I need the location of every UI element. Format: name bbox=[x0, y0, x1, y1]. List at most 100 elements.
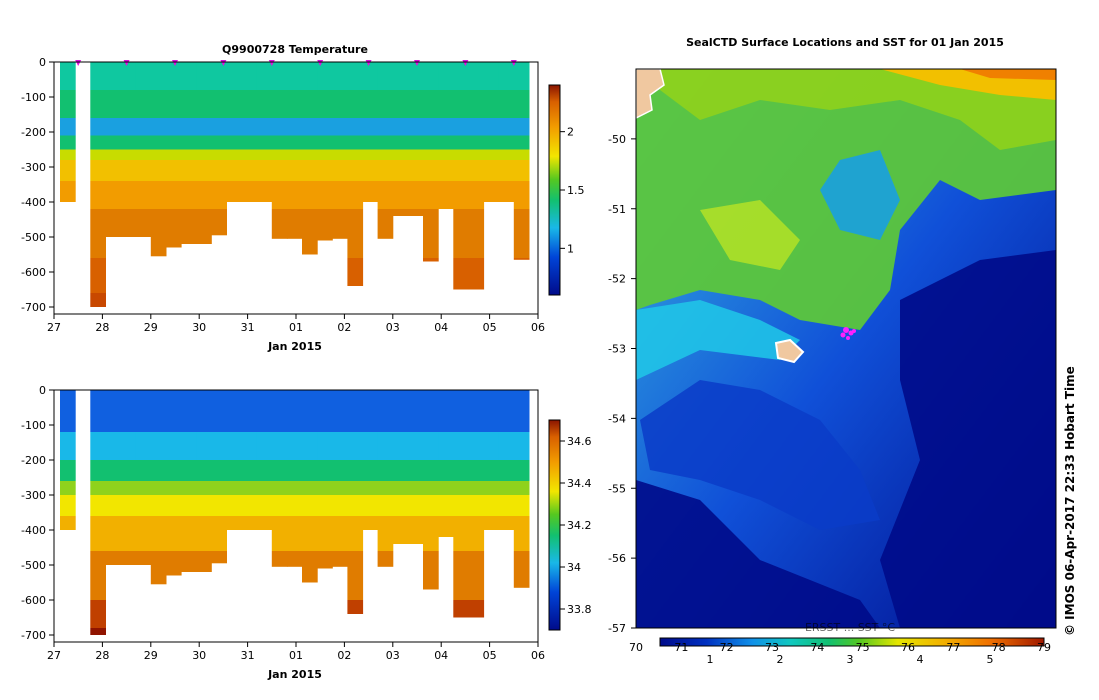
profile-cell bbox=[392, 181, 409, 209]
profile-cell bbox=[513, 90, 530, 118]
profile-cell bbox=[377, 390, 394, 432]
profile-cell bbox=[150, 181, 167, 209]
profile-cell bbox=[196, 481, 212, 495]
profile-cell bbox=[483, 90, 500, 118]
profile-cell bbox=[60, 149, 76, 160]
profile-cell bbox=[211, 432, 227, 460]
profile-cell bbox=[392, 432, 409, 460]
profile-cell bbox=[105, 460, 122, 481]
profile-cell bbox=[302, 149, 318, 160]
profile-cell bbox=[241, 460, 258, 481]
sst-colorbar-top-tick-label: 73 bbox=[765, 641, 779, 654]
profile-cell bbox=[468, 160, 485, 181]
profile-cell bbox=[407, 181, 424, 209]
profile-cell bbox=[423, 149, 439, 160]
profile-cell bbox=[483, 390, 500, 432]
profile-cell bbox=[286, 516, 303, 551]
profile-cell bbox=[211, 90, 227, 118]
profile-cell bbox=[135, 390, 152, 432]
profile-cell bbox=[165, 181, 182, 209]
profile-cell bbox=[423, 181, 439, 209]
profile-cell bbox=[317, 390, 333, 432]
profile-cell bbox=[120, 390, 137, 432]
profile-cell bbox=[256, 516, 273, 530]
profile-cell bbox=[362, 135, 379, 150]
profile-cell bbox=[483, 495, 500, 516]
profile-cell bbox=[362, 516, 379, 530]
profile-cell bbox=[453, 390, 469, 432]
profile-cell bbox=[90, 62, 106, 90]
profile-cell bbox=[256, 460, 273, 481]
profile-cell bbox=[468, 460, 485, 481]
profile-cell bbox=[498, 516, 515, 530]
profile-cell bbox=[226, 495, 243, 516]
x-tick-label: 02 bbox=[337, 321, 351, 334]
profile-cell bbox=[392, 135, 409, 150]
profile-cell bbox=[120, 118, 137, 136]
profile-cell bbox=[150, 516, 167, 551]
profile-cell bbox=[302, 460, 318, 481]
profile-cell bbox=[135, 118, 152, 136]
profile-cell bbox=[362, 432, 379, 460]
profile-cell bbox=[483, 160, 500, 181]
profile-cell bbox=[196, 181, 212, 209]
profile-cell bbox=[105, 90, 122, 118]
profile-cell bbox=[407, 390, 424, 432]
profile-cell bbox=[513, 160, 530, 181]
profile-cell bbox=[241, 149, 258, 160]
profile-cell bbox=[513, 495, 530, 516]
profile-cell bbox=[438, 181, 454, 209]
profile-cell bbox=[453, 481, 469, 495]
sst-colorbar-top-tick-label: 78 bbox=[992, 641, 1006, 654]
profile-cell bbox=[377, 432, 394, 460]
profile-cell bbox=[60, 160, 76, 181]
profile-cell bbox=[211, 495, 227, 516]
lat-tick-label: -54 bbox=[608, 412, 626, 425]
profile-cell bbox=[90, 118, 106, 136]
profile-cell bbox=[332, 90, 348, 118]
profile-cell bbox=[150, 432, 167, 460]
profile-cell bbox=[286, 551, 303, 567]
profile-cell bbox=[392, 209, 409, 216]
lat-tick-label: -52 bbox=[608, 273, 626, 286]
profile-cell bbox=[135, 181, 152, 209]
profile-cell bbox=[362, 460, 379, 481]
profile-cell bbox=[241, 516, 258, 530]
profile-cell bbox=[513, 209, 530, 258]
profile-cell bbox=[196, 495, 212, 516]
lat-tick-label: -56 bbox=[608, 552, 626, 565]
profile-cell bbox=[120, 209, 137, 237]
profile-cell bbox=[453, 149, 469, 160]
profile-cell bbox=[317, 495, 333, 516]
profile-cell bbox=[483, 460, 500, 481]
profile-cell bbox=[211, 209, 227, 236]
profile-cell bbox=[181, 481, 197, 495]
temperature-profiles bbox=[60, 62, 530, 307]
x-tick-label: 29 bbox=[144, 321, 158, 334]
profile-cell bbox=[317, 551, 333, 569]
profile-cell bbox=[423, 495, 439, 516]
profile-cell bbox=[241, 432, 258, 460]
profile-cell bbox=[120, 149, 137, 160]
profile-cell bbox=[513, 516, 530, 551]
profile-cell bbox=[241, 118, 258, 136]
profile-cell bbox=[453, 460, 469, 481]
profile-cell bbox=[332, 551, 348, 567]
profile-cell bbox=[407, 62, 424, 90]
profile-cell bbox=[362, 495, 379, 516]
profile-cell bbox=[150, 160, 167, 181]
sst-colorbar-top-tick-label: 70 bbox=[629, 641, 643, 654]
sst-colorbar-bottom-tick-label: 3 bbox=[847, 653, 854, 666]
profile-cell bbox=[256, 149, 273, 160]
profile-cell bbox=[165, 90, 182, 118]
profile-cell bbox=[181, 495, 197, 516]
profile-cell bbox=[362, 62, 379, 90]
profile-cell bbox=[90, 209, 106, 258]
profile-cell bbox=[165, 118, 182, 136]
profile-cell bbox=[407, 135, 424, 150]
profile-cell bbox=[90, 181, 106, 209]
profile-cell bbox=[513, 551, 530, 588]
profile-cell bbox=[468, 209, 485, 258]
profile-cell bbox=[286, 90, 303, 118]
profile-cell bbox=[347, 90, 364, 118]
